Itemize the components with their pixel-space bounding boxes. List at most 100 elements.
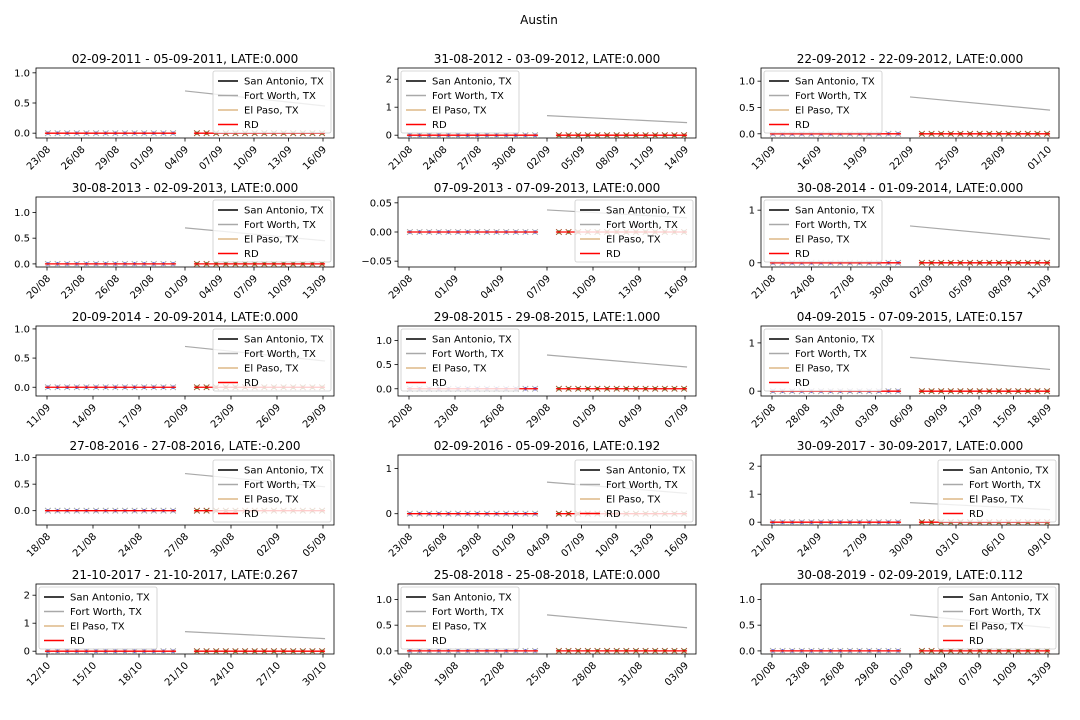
- legend-label: El Paso, TX: [795, 106, 850, 117]
- subplot-6: 30-08-2014 - 01-09-2014, LATE:0.000 0 1 21/…: [749, 181, 1060, 302]
- x-tick-label: 13/09: [301, 273, 329, 301]
- subplot-title: 04-09-2015 - 07-09-2015, LATE:0.157: [797, 310, 1024, 324]
- legend: San Antonio, TX Fort Worth, TX El Paso, TX…: [212, 199, 332, 263]
- legend-label: El Paso, TX: [795, 235, 850, 246]
- legend-frame: [400, 586, 520, 650]
- subplot-7: 20-09-2014 - 20-09-2014, LATE:0.000 0.0 0.…: [14, 310, 335, 431]
- x-tick-label: 24/08: [117, 531, 145, 559]
- x-tick-label: 04/09: [525, 531, 553, 559]
- fort-worth-line: [909, 96, 1051, 111]
- fort-worth-line: [184, 631, 326, 640]
- x-tick-label: 18/10: [117, 660, 145, 688]
- x-tick-label: 01/09: [490, 531, 518, 559]
- subplot-title: 30-08-2019 - 02-09-2019, LATE:0.112: [797, 568, 1024, 582]
- legend-frame: [400, 70, 520, 134]
- subplots-grid: 02-09-2011 - 05-09-2011, LATE:0.000 0.0 0.…: [14, 52, 1060, 689]
- subplot-title: 31-08-2012 - 03-09-2012, LATE:0.000: [434, 52, 661, 66]
- x-tick-label: 20/08: [387, 402, 415, 430]
- x-tick-label: 26/08: [819, 660, 847, 688]
- subplot-4: 30-08-2013 - 02-09-2013, LATE:0.000 0.0 0.…: [14, 181, 335, 302]
- legend-frame: [212, 70, 332, 134]
- subplot-title: 25-08-2018 - 25-08-2018, LATE:0.000: [434, 568, 661, 582]
- fort-worth-line: [546, 115, 688, 124]
- legend-frame: [763, 328, 883, 392]
- legend: San Antonio, TX Fort Worth, TX El Paso, TX…: [212, 70, 332, 134]
- x-tick-label: 01/09: [888, 660, 916, 688]
- x-tick-label: 22/08: [479, 660, 507, 688]
- x-tick-label: 30/08: [209, 531, 237, 559]
- x-tick-label: 09/10: [1026, 531, 1054, 559]
- x-tick-label: 01/09: [128, 144, 156, 172]
- x-tick-label: 01/09: [433, 273, 461, 301]
- plot-area: [769, 614, 1051, 654]
- legend-label: San Antonio, TX: [432, 593, 512, 604]
- subplot-title: 29-08-2015 - 29-08-2015, LATE:1.000: [434, 310, 661, 324]
- legend-label: El Paso, TX: [244, 495, 299, 506]
- figure-title: Austin: [520, 13, 558, 27]
- x-tick-label: 11/09: [628, 144, 656, 172]
- x-tick-label: 28/09: [980, 144, 1008, 172]
- y-tick-label: 1.0: [14, 68, 30, 79]
- x-tick-label: 02/09: [255, 531, 283, 559]
- y-tick-label: 0.5: [376, 621, 392, 632]
- subplot-title: 02-09-2011 - 05-09-2011, LATE:0.000: [72, 52, 299, 66]
- y-tick-label: 0.5: [14, 480, 30, 491]
- x-tick-label: 27/08: [163, 531, 191, 559]
- x-tick-label: 23/08: [387, 531, 415, 559]
- legend-label: RD: [244, 509, 259, 520]
- legend-label: RD: [432, 636, 447, 647]
- subplot-title: 21-10-2017 - 21-10-2017, LATE:0.267: [72, 568, 299, 582]
- legend-label: Fort Worth, TX: [244, 349, 316, 360]
- x-tick-label: 27/09: [842, 531, 870, 559]
- y-tick-label: 0.5: [376, 360, 392, 371]
- y-tick-label: 0: [24, 647, 30, 658]
- plot-area: [769, 96, 1051, 137]
- legend: San Antonio, TX Fort Worth, TX El Paso, TX…: [763, 199, 883, 263]
- x-tick-label: 24/09: [796, 531, 824, 559]
- x-tick-label: 04/09: [922, 660, 950, 688]
- x-tick-label: 01/09: [163, 273, 191, 301]
- legend-label: Fort Worth, TX: [70, 607, 142, 618]
- legend: San Antonio, TX Fort Worth, TX El Paso, TX…: [212, 459, 332, 523]
- y-tick-label: 1.0: [14, 208, 30, 219]
- x-tick-label: 07/09: [197, 144, 225, 172]
- legend-label: San Antonio, TX: [606, 206, 686, 217]
- legend-label: El Paso, TX: [606, 235, 661, 246]
- x-tick-label: 16/08: [387, 660, 415, 688]
- x-tick-label: 26/08: [479, 402, 507, 430]
- y-tick-label: 1.0: [14, 453, 30, 464]
- x-tick-label: 22/09: [888, 144, 916, 172]
- y-tick-label: 1.0: [14, 324, 30, 335]
- x-tick-label: 18/08: [25, 531, 53, 559]
- subplot-title: 30-09-2017 - 30-09-2017, LATE:0.000: [797, 439, 1024, 453]
- x-tick-label: 20/09: [163, 402, 191, 430]
- legend: San Antonio, TX Fort Worth, TX El Paso, TX…: [763, 70, 883, 134]
- x-tick-label: 21/08: [71, 531, 99, 559]
- plot-area: [406, 115, 688, 138]
- x-tick-label: 27/10: [255, 660, 283, 688]
- x-tick-label: 30/10: [301, 660, 329, 688]
- subplot-title: 02-09-2016 - 05-09-2016, LATE:0.192: [434, 439, 661, 453]
- subplot-title: 30-08-2014 - 01-09-2014, LATE:0.000: [797, 181, 1024, 195]
- legend-label: Fort Worth, TX: [244, 480, 316, 491]
- x-tick-label: 14/09: [663, 144, 691, 172]
- x-tick-label: 10/09: [991, 660, 1019, 688]
- x-tick-label: 15/10: [71, 660, 99, 688]
- legend-label: El Paso, TX: [244, 364, 299, 375]
- legend-frame: [574, 199, 694, 263]
- legend-label: San Antonio, TX: [70, 593, 150, 604]
- legend: San Antonio, TX Fort Worth, TX El Paso, TX…: [38, 586, 158, 650]
- x-tick-label: 19/09: [842, 144, 870, 172]
- x-tick-label: 28/08: [571, 660, 599, 688]
- x-tick-label: 20/08: [25, 273, 53, 301]
- legend-label: San Antonio, TX: [244, 466, 324, 477]
- x-tick-label: 30/08: [490, 144, 518, 172]
- y-tick-label: 0: [386, 509, 392, 520]
- legend-label: San Antonio, TX: [244, 206, 324, 217]
- x-tick-label: 10/09: [266, 273, 294, 301]
- legend-frame: [212, 328, 332, 392]
- legend-label: RD: [432, 378, 447, 389]
- y-tick-label: 1.0: [739, 77, 755, 88]
- x-tick-label: 03/10: [934, 531, 962, 559]
- legend: San Antonio, TX Fort Worth, TX El Paso, TX…: [937, 586, 1057, 650]
